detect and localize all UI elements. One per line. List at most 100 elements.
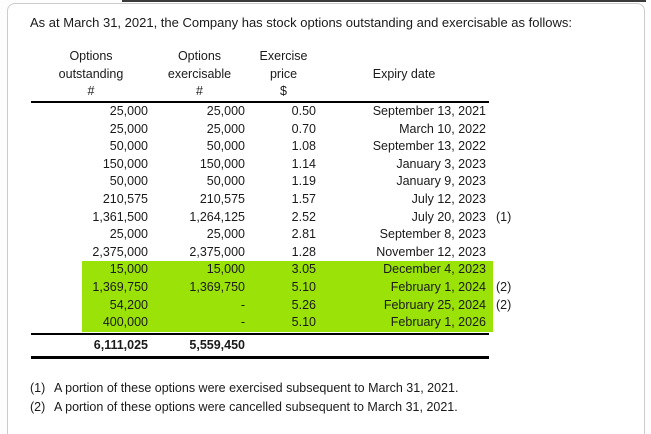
cell-price: 0.70: [291, 121, 316, 136]
cell-exercisable: 15,000: [206, 262, 245, 277]
cell-price: 2.81: [291, 227, 316, 242]
cell-exercisable: 150,000: [199, 156, 245, 171]
cell-outstanding: 15,000: [109, 262, 148, 277]
cell-outstanding: 150,000: [102, 156, 148, 171]
cell-outstanding: 25,000: [109, 227, 148, 242]
cell-outstanding: 400,000: [102, 315, 148, 330]
cell-expiry: January 3, 2023: [396, 156, 486, 171]
total-outstanding: 6,111,025: [93, 338, 148, 352]
cell-footnote-ref: [489, 138, 529, 156]
footnote-2-text: A portion of these options were cancelle…: [54, 399, 458, 414]
cell-exercisable: 210,575: [199, 191, 245, 206]
table-row: 1,361,500 1,264,125 2.52 July 20, 2023 (…: [31, 209, 529, 227]
cell-expiry: March 10, 2022: [399, 121, 486, 136]
cell-footnote-ref: [489, 103, 529, 121]
total-price-empty: [248, 336, 319, 355]
cell-footnote-ref: [489, 314, 529, 332]
table-row: 25,000 25,000 0.50 September 13, 2021: [31, 103, 529, 121]
cell-price: 1.28: [291, 244, 316, 259]
cell-expiry: February 25, 2024: [383, 297, 486, 312]
cell-expiry: September 13, 2021: [372, 104, 486, 118]
table-body: 25,000 25,000 0.50 September 13, 2021 25…: [31, 103, 529, 332]
table-row: 2,375,000 2,375,000 1.28 November 12, 20…: [31, 244, 529, 262]
cell-outstanding: 25,000: [109, 121, 148, 136]
cell-outstanding: 50,000: [109, 139, 148, 154]
col-header-expiry-line2: Expiry date: [372, 66, 436, 81]
cell-exercisable: 25,000: [206, 121, 245, 136]
cell-footnote-ref: (2): [496, 297, 512, 312]
cell-exercisable: -: [240, 315, 245, 330]
cell-outstanding: 1,361,500: [92, 209, 148, 224]
col-header-outstanding-unit: #: [87, 84, 95, 98]
cell-exercisable: 1,369,750: [189, 279, 245, 294]
cell-footnote-ref: [489, 121, 529, 139]
window-top-edge: [122, 0, 646, 2]
cell-price: 1.19: [291, 174, 316, 189]
col-header-expiry-line1: [319, 48, 489, 66]
totals-row: 6,111,025 5,559,450: [31, 336, 529, 355]
cell-expiry: September 13, 2022: [372, 139, 486, 154]
cell-price: 1.08: [291, 139, 316, 154]
footnotes: (1) A portion of these options were exer…: [30, 379, 630, 416]
cell-footnote-ref: [489, 261, 529, 279]
col-header-exercisable-unit: #: [196, 84, 203, 98]
cell-exercisable: 50,000: [206, 174, 245, 189]
table-row: 25,000 25,000 0.70 March 10, 2022: [31, 121, 529, 139]
footnote-2-marker: (2): [30, 399, 46, 414]
cell-price: 1.14: [291, 156, 316, 171]
col-header-price-unit: $: [280, 84, 287, 98]
table-row-highlighted: 15,000 15,000 3.05 December 4, 2023: [31, 261, 529, 279]
table-row: 25,000 25,000 2.81 September 8, 2023: [31, 226, 529, 244]
cell-price: 5.10: [291, 279, 316, 294]
cell-outstanding: 54,200: [109, 297, 148, 312]
col-header-outstanding-line2: outstanding: [58, 66, 124, 81]
cell-expiry: July 20, 2023: [411, 209, 486, 224]
cell-price: 0.50: [291, 104, 316, 118]
cell-expiry: February 1, 2024: [390, 279, 486, 294]
cell-outstanding: 1,369,750: [92, 279, 148, 294]
table-row: 50,000 50,000 1.19 January 9, 2023: [31, 173, 529, 191]
cell-footnote-ref: [489, 191, 529, 209]
totals-divider-line: [31, 333, 489, 335]
cell-expiry: February 1, 2026: [390, 315, 486, 330]
table-row: 210,575 210,575 1.57 July 12, 2023: [31, 191, 529, 209]
table-row: 50,000 50,000 1.08 September 13, 2022: [31, 138, 529, 156]
cell-exercisable: 1,264,125: [189, 209, 245, 224]
cell-outstanding: 50,000: [109, 174, 148, 189]
cell-outstanding: 25,000: [109, 104, 148, 118]
footnote-1: (1) A portion of these options were exer…: [30, 379, 630, 398]
col-header-price-line2: price: [269, 66, 298, 81]
cell-footnote-ref: (1): [496, 209, 512, 224]
cell-exercisable: 2,375,000: [189, 244, 245, 259]
total-exercisable: 5,559,450: [189, 338, 245, 352]
table-header: Options Options Exercise outstanding exe…: [31, 48, 489, 101]
col-header-exercisable-line2: exercisable: [167, 66, 232, 81]
table-row-highlighted: 1,369,750 1,369,750 5.10 February 1, 202…: [31, 278, 529, 297]
col-header-outstanding-line1: Options: [69, 49, 113, 63]
cell-exercisable: -: [240, 297, 245, 312]
col-header-exercisable-line1: Options: [177, 49, 222, 63]
table-row-highlighted: 54,200 - 5.26 February 25, 2024 (2): [31, 296, 529, 315]
footnote-2: (2) A portion of these options were canc…: [30, 398, 630, 417]
cell-price: 3.05: [291, 262, 316, 277]
cell-expiry: January 9, 2023: [396, 174, 486, 189]
cell-price: 5.10: [291, 315, 316, 330]
cell-expiry: July 12, 2023: [411, 191, 486, 206]
cell-outstanding: 2,375,000: [92, 244, 148, 259]
header-divider-line: [31, 101, 489, 103]
cell-price: 5.26: [291, 297, 316, 312]
cell-expiry: September 8, 2023: [379, 227, 486, 242]
footnote-1-marker: (1): [30, 381, 46, 395]
cell-footnote-ref: [489, 226, 529, 244]
intro-sentence: As at March 31, 2021, the Company has st…: [30, 15, 572, 30]
table-bottom-line: [31, 356, 489, 359]
cell-exercisable: 25,000: [206, 227, 245, 242]
cell-footnote-ref: (2): [496, 279, 512, 294]
col-header-expiry-unit: [319, 83, 489, 101]
col-header-price-line1: Exercise: [259, 49, 308, 63]
document-panel: As at March 31, 2021, the Company has st…: [7, 3, 645, 434]
cell-exercisable: 25,000: [206, 104, 245, 118]
cell-expiry: November 12, 2023: [376, 244, 486, 259]
footnote-1-text: A portion of these options were exercise…: [54, 381, 459, 395]
